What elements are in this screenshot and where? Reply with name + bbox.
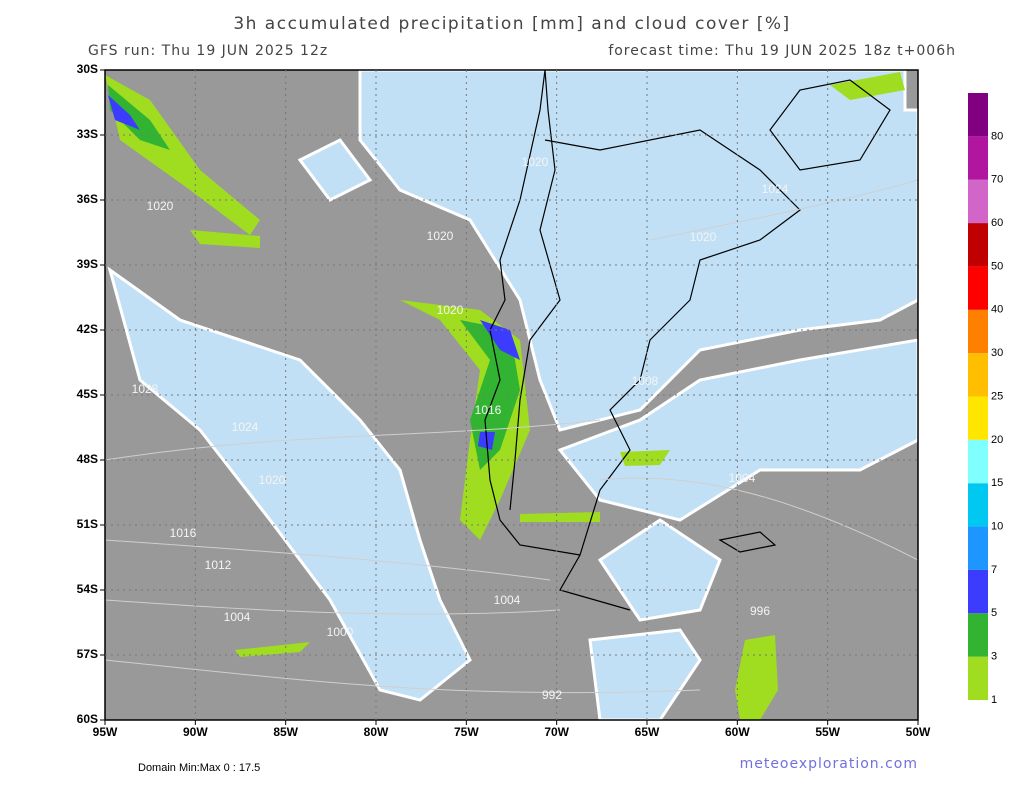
x-tick-label: 85W	[273, 725, 298, 739]
isobar-label: 996	[750, 604, 770, 618]
x-tick-label: 50W	[906, 725, 931, 739]
run-time: GFS run: Thu 19 JUN 2025 12z	[88, 43, 328, 59]
x-tick-label: 65W	[635, 725, 660, 739]
y-tick-label: 57S	[77, 647, 98, 661]
x-tick-label: 80W	[364, 725, 389, 739]
colorbar-segment	[968, 223, 988, 267]
colorbar-segment	[968, 396, 988, 440]
isobar-label: 1020	[437, 303, 464, 317]
colorbar-label: 60	[991, 217, 1003, 229]
x-tick-label: 70W	[544, 725, 569, 739]
colorbar-segment	[968, 309, 988, 354]
y-tick-label: 39S	[77, 257, 98, 271]
forecast-time: forecast time: Thu 19 JUN 2025 18z t+006…	[608, 43, 956, 59]
domain-minmax: Domain Min:Max 0 : 17.5	[138, 762, 260, 774]
colorbar-segment	[968, 266, 988, 310]
isobar-label: 1028	[132, 382, 159, 396]
isobar-label: 1024	[762, 182, 789, 196]
colorbar-label: 70	[991, 174, 1003, 186]
clear-sky-areas	[107, 70, 918, 720]
colorbar-label: 50	[991, 260, 1003, 272]
colorbar-segment	[968, 483, 988, 527]
colorbar-segment	[968, 526, 988, 570]
isobar-label: 1020	[522, 155, 549, 169]
y-tick-label: 51S	[77, 517, 98, 531]
isobar-label: 1016	[170, 526, 197, 540]
colorbar-label: 80	[991, 130, 1003, 142]
isobar-label: 1024	[232, 420, 259, 434]
isobar-label: 1008	[632, 374, 659, 388]
colorbar-segment	[968, 569, 988, 614]
credit: meteoexploration.com	[740, 756, 918, 772]
isobar-label: 1004	[729, 471, 756, 485]
isobar-label: 992	[542, 688, 562, 702]
colorbar-segment	[968, 613, 988, 657]
isobar-label: 1020	[259, 473, 286, 487]
y-tick-label: 60S	[77, 712, 98, 726]
x-tick-label: 75W	[454, 725, 479, 739]
y-tick-label: 42S	[77, 322, 98, 336]
isobar-label: 1016	[475, 403, 502, 417]
x-tick-label: 90W	[183, 725, 208, 739]
colorbar-label: 7	[991, 564, 997, 576]
colorbar-label: 30	[991, 347, 1003, 359]
colorbar-segment	[968, 353, 988, 397]
isobar-label: 1020	[690, 230, 717, 244]
colorbar-segment	[968, 93, 988, 137]
colorbar-label: 5	[991, 607, 997, 619]
isobar-label: 1012	[205, 558, 232, 572]
y-tick-label: 54S	[77, 582, 98, 596]
y-tick-label: 45S	[77, 387, 98, 401]
y-tick-label: 36S	[77, 192, 98, 206]
isobar-label: 1004	[494, 593, 521, 607]
colorbar-label: 15	[991, 477, 1003, 489]
title: 3h accumulated precipitation [mm] and cl…	[233, 14, 790, 34]
y-tick-label: 30S	[77, 62, 98, 76]
x-tick-label: 95W	[93, 725, 118, 739]
x-tick-label: 55W	[815, 725, 840, 739]
colorbar-segment	[968, 656, 988, 700]
y-tick-label: 48S	[77, 452, 98, 466]
y-tick-label: 33S	[77, 127, 98, 141]
colorbar-label: 1	[991, 694, 997, 706]
isobars	[105, 179, 918, 694]
colorbar-label: 20	[991, 434, 1003, 446]
coastlines	[484, 70, 891, 611]
colorbar-label: 40	[991, 304, 1003, 316]
map-area	[105, 70, 918, 720]
colorbar-segment	[968, 136, 988, 180]
colorbar-segment	[968, 439, 988, 484]
isobar-label: 1020	[147, 199, 174, 213]
isobar-label: 1000	[327, 625, 354, 639]
isobar-label: 1004	[224, 610, 251, 624]
colorbar-label: 3	[991, 651, 997, 663]
x-tick-label: 60W	[725, 725, 750, 739]
colorbar-label: 25	[991, 390, 1003, 402]
colorbar-label: 10	[991, 520, 1003, 532]
colorbar-segment	[968, 179, 988, 224]
isobar-label: 1020	[427, 229, 454, 243]
